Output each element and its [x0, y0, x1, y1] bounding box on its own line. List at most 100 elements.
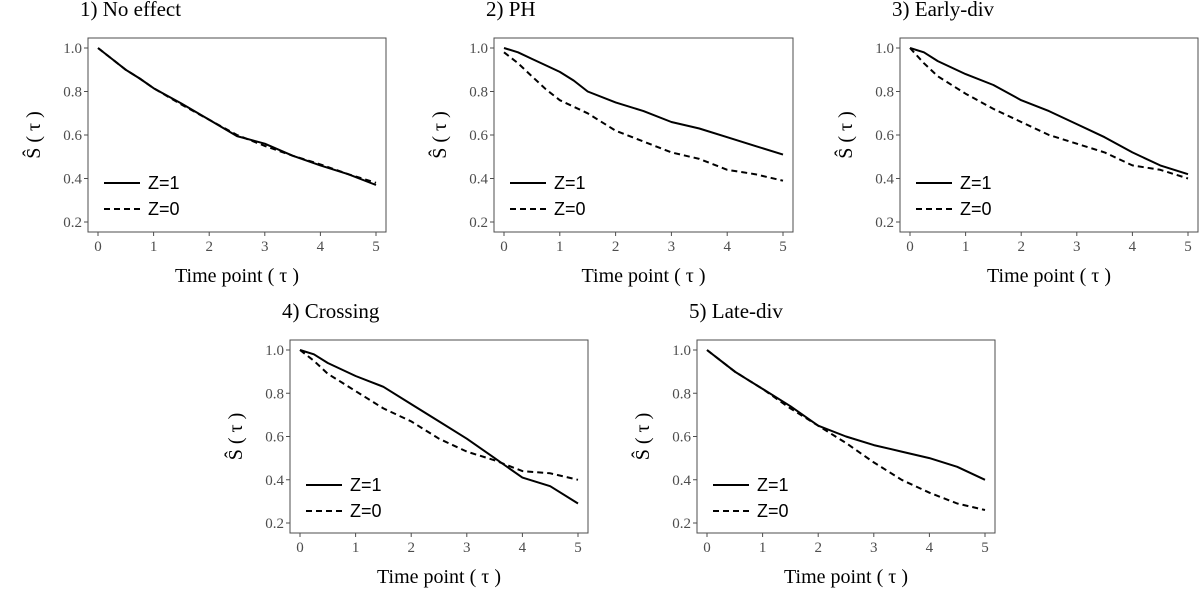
y-tick-label: 0.8 — [672, 386, 691, 402]
x-tick-label: 0 — [500, 239, 508, 255]
legend-label: Z=0 — [960, 199, 992, 219]
y-tick-label: 1.0 — [63, 41, 82, 57]
legend: Z=1Z=0 — [713, 475, 789, 521]
y-tick-label: 0.8 — [875, 85, 894, 101]
y-tick-label: 0.2 — [469, 215, 488, 231]
y-tick-label: 0.8 — [63, 85, 82, 101]
chart-panel-5: 5) Late-div 0.2 0.4 0.6 0.8 1.0 0 1 2 3 4 5 Time poi… — [630, 299, 996, 588]
series-line-z-1 — [299, 349, 579, 505]
legend-label: Z=0 — [148, 199, 180, 219]
x-tick-label: 1 — [962, 239, 970, 255]
y-tick-label: 0.4 — [265, 473, 284, 489]
y-tick-label: 0.4 — [469, 172, 488, 188]
x-tick-label: 2 — [612, 239, 620, 255]
y-tick-label: 1.0 — [265, 343, 284, 359]
x-tick-label: 0 — [296, 540, 304, 556]
x-tick-label: 5 — [574, 540, 582, 556]
legend-label: Z=1 — [148, 173, 180, 193]
x-tick-label: 0 — [703, 540, 711, 556]
x-tick-label: 2 — [1017, 239, 1025, 255]
y-tick-label: 1.0 — [469, 41, 488, 57]
x-tick-label: 0 — [906, 239, 914, 255]
legend: Z=1Z=0 — [510, 173, 586, 219]
chart-title: 2) PH — [486, 0, 536, 21]
x-tick-label: 2 — [407, 540, 415, 556]
x-axis-label: Time point ( τ ) — [377, 566, 501, 588]
y-tick-label: 0.6 — [63, 128, 82, 144]
legend-label: Z=0 — [350, 501, 382, 521]
x-tick-label: 3 — [870, 540, 878, 556]
legend: Z=1Z=0 — [104, 173, 180, 219]
y-axis-label: Ŝ ( τ ) — [630, 413, 654, 460]
x-tick-label: 1 — [150, 239, 158, 255]
series-line-z-0 — [299, 349, 579, 481]
legend-label: Z=1 — [757, 475, 789, 495]
chart-panel-3: 3) Early-div 0.2 0.4 0.6 0.8 1.0 0 1 2 3 4 5 Time po… — [833, 0, 1199, 287]
y-tick-label: 0.2 — [63, 215, 82, 231]
x-tick-label: 0 — [94, 239, 102, 255]
series-line-z-0 — [503, 51, 784, 182]
x-tick-label: 1 — [352, 540, 360, 556]
y-tick-label: 0.8 — [469, 85, 488, 101]
chart-title: 5) Late-div — [689, 299, 783, 323]
x-tick-label: 4 — [519, 540, 527, 556]
series-line-z-0 — [97, 47, 377, 184]
y-tick-label: 0.8 — [265, 386, 284, 402]
x-tick-label: 5 — [981, 540, 989, 556]
y-tick-label: 0.6 — [265, 430, 284, 446]
x-tick-label: 2 — [205, 239, 213, 255]
series-line-z-1 — [706, 349, 986, 481]
y-tick-label: 0.2 — [875, 215, 894, 231]
legend: Z=1Z=0 — [306, 475, 382, 521]
y-axis-label: Ŝ ( τ ) — [223, 413, 247, 460]
chart-panel-2: 2) PH 0.2 0.4 0.6 0.8 1.0 0 1 2 3 4 5 Time point ( τ… — [427, 0, 794, 287]
y-axis-label: Ŝ ( τ ) — [21, 111, 45, 158]
legend-label: Z=0 — [757, 501, 789, 521]
x-axis-label: Time point ( τ ) — [987, 265, 1111, 287]
legend-label: Z=1 — [554, 173, 586, 193]
x-tick-label: 3 — [261, 239, 269, 255]
y-tick-label: 0.6 — [875, 128, 894, 144]
y-tick-label: 1.0 — [672, 343, 691, 359]
x-tick-label: 3 — [668, 239, 676, 255]
y-tick-label: 0.4 — [672, 473, 691, 489]
y-axis-label: Ŝ ( τ ) — [833, 111, 857, 158]
chart-title: 4) Crossing — [282, 299, 380, 323]
x-tick-label: 1 — [759, 540, 767, 556]
legend-label: Z=1 — [960, 173, 992, 193]
x-tick-label: 4 — [317, 239, 325, 255]
legend: Z=1Z=0 — [916, 173, 992, 219]
x-tick-label: 5 — [1184, 239, 1192, 255]
y-axis-label: Ŝ ( τ ) — [427, 111, 451, 158]
y-tick-label: 0.6 — [469, 128, 488, 144]
x-tick-label: 1 — [556, 239, 564, 255]
chart-title: 1) No effect — [80, 0, 181, 21]
x-tick-label: 5 — [372, 239, 380, 255]
x-tick-label: 5 — [779, 239, 787, 255]
chart-panel-1: 1) No effect 0.2 0.4 0.6 0.8 1.0 0 1 2 3 4 5 Time po… — [21, 0, 387, 287]
series-line-z-0 — [706, 349, 986, 511]
x-tick-label: 3 — [1073, 239, 1081, 255]
series-line-z-0 — [909, 47, 1189, 180]
series-line-z-1 — [909, 47, 1189, 176]
y-tick-label: 0.2 — [265, 516, 284, 532]
x-tick-label: 4 — [1129, 239, 1137, 255]
y-tick-label: 0.4 — [875, 172, 894, 188]
x-tick-label: 4 — [723, 239, 731, 255]
chart-title: 3) Early-div — [892, 0, 995, 21]
x-axis-label: Time point ( τ ) — [175, 265, 299, 287]
y-tick-label: 0.6 — [672, 430, 691, 446]
x-tick-label: 3 — [463, 540, 471, 556]
x-axis-label: Time point ( τ ) — [582, 265, 706, 287]
plot-frame — [493, 37, 794, 233]
series-line-z-1 — [97, 47, 377, 186]
y-tick-label: 0.4 — [63, 172, 82, 188]
x-axis-label: Time point ( τ ) — [784, 566, 908, 588]
y-tick-label: 1.0 — [875, 41, 894, 57]
x-tick-label: 2 — [814, 540, 822, 556]
legend-label: Z=1 — [350, 475, 382, 495]
legend-label: Z=0 — [554, 199, 586, 219]
plot-frame — [289, 339, 589, 534]
chart-panel-4: 4) Crossing 0.2 0.4 0.6 0.8 1.0 0 1 2 3 4 5 Time poi… — [223, 299, 589, 588]
